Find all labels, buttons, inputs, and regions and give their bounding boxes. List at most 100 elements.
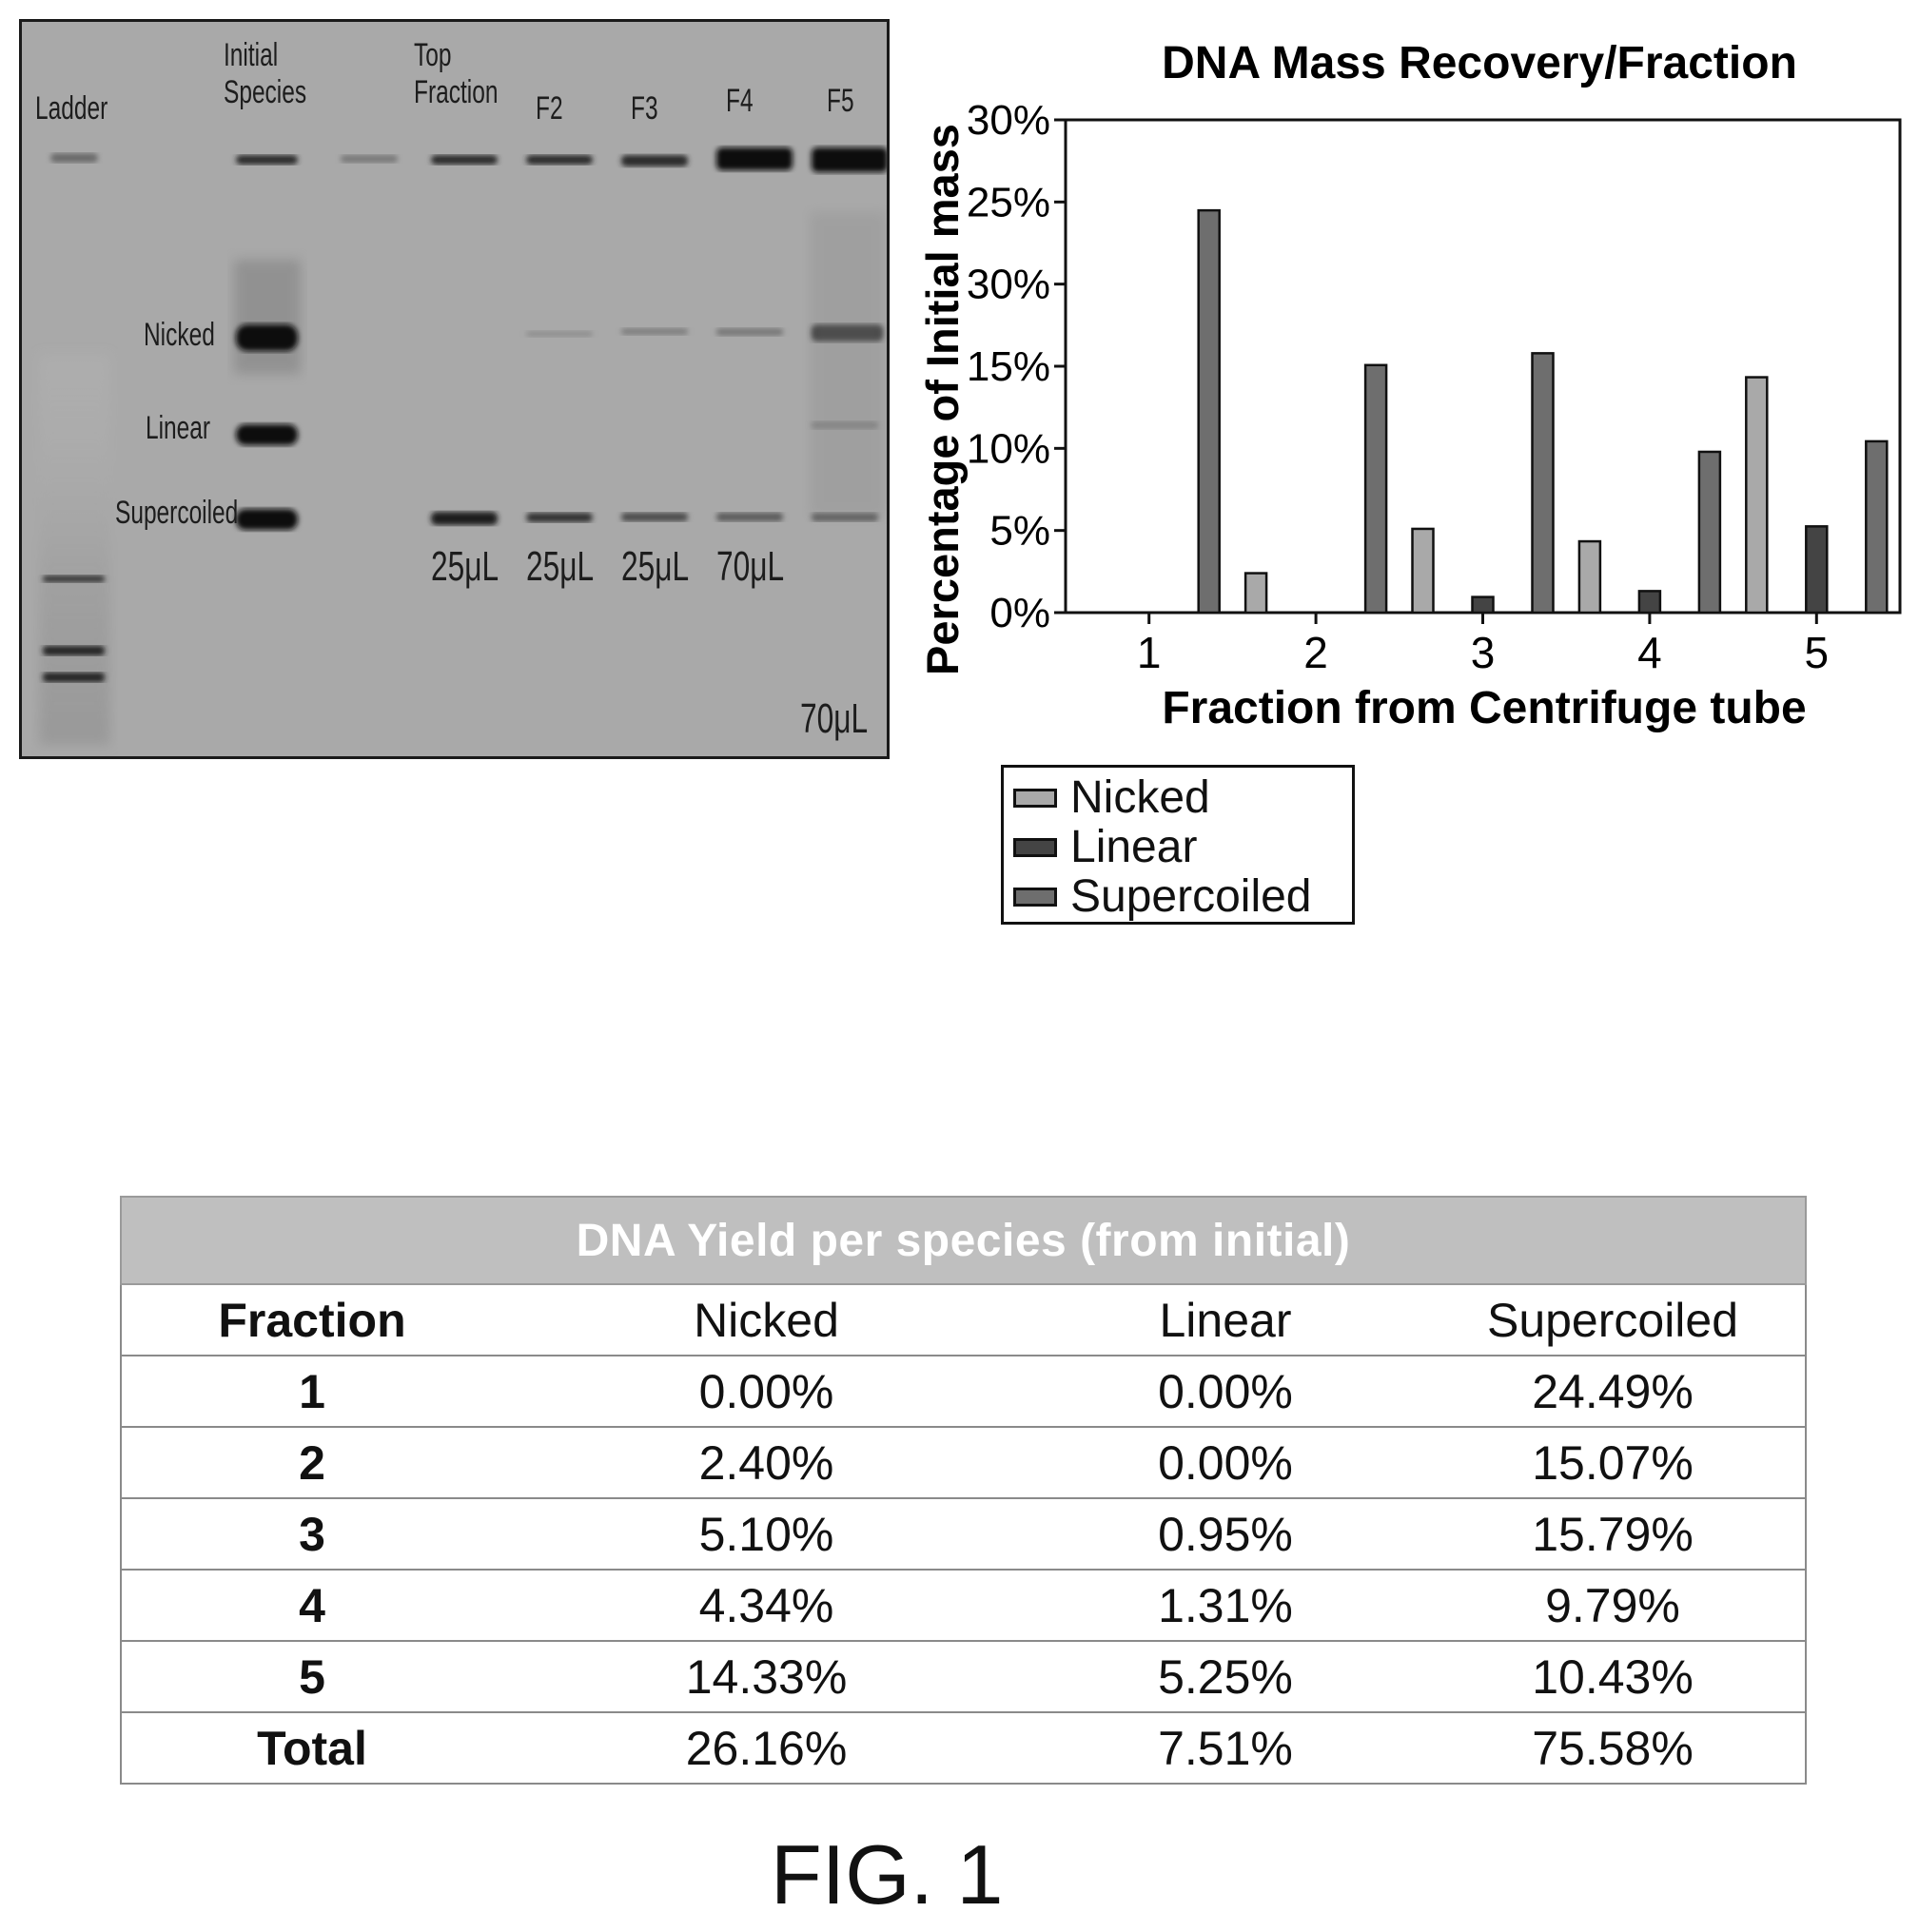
- bar-nicked-fraction-3: [1411, 527, 1435, 615]
- cell-fraction: 2: [120, 1426, 502, 1499]
- cell-nicked: 0.00%: [502, 1355, 1030, 1428]
- gel-bands: [39, 147, 887, 745]
- cell-linear: 1.31%: [1030, 1569, 1420, 1642]
- y-axis-label: Percentage of Initial mass: [917, 124, 968, 675]
- gel-wells: [50, 147, 887, 172]
- x-tick-label: 1: [1137, 628, 1162, 677]
- cell-supercoiled: 75.58%: [1420, 1711, 1807, 1785]
- legend-label-linear: Linear: [1070, 822, 1198, 872]
- header-linear: Linear: [1030, 1283, 1420, 1356]
- table-header-row: Fraction Nicked Linear Supercoiled: [120, 1283, 1807, 1356]
- y-tick-label: 30%: [967, 97, 1050, 144]
- cell-linear: 0.00%: [1030, 1426, 1420, 1499]
- x-tick-label: 5: [1805, 628, 1830, 677]
- x-axis-label: Fraction from Centrifuge tube: [1162, 683, 1806, 733]
- bar-series: [1197, 208, 1889, 615]
- table-row: 2 2.40% 0.00% 15.07%: [120, 1426, 1807, 1499]
- legend-swatch-linear: [1013, 838, 1057, 857]
- bar-linear-fraction-5: [1805, 525, 1829, 615]
- volume-label-f5: 70μL: [800, 695, 869, 742]
- cell-fraction: 5: [120, 1640, 502, 1713]
- table-row: 3 5.10% 0.95% 15.79%: [120, 1497, 1807, 1571]
- header-nicked: Nicked: [502, 1283, 1030, 1356]
- cell-fraction: Total: [120, 1711, 502, 1785]
- y-tick-label: 15%: [967, 343, 1050, 390]
- cell-nicked: 14.33%: [502, 1640, 1030, 1713]
- bar-chart-svg: DNA Mass Recovery/Fraction Percentage of…: [917, 38, 1902, 733]
- legend-label-nicked: Nicked: [1070, 772, 1210, 823]
- y-tick-label: 30%: [967, 262, 1050, 308]
- cell-linear: 7.51%: [1030, 1711, 1420, 1785]
- chart-title: DNA Mass Recovery/Fraction: [1162, 38, 1797, 88]
- figure-label: FIG. 1: [771, 1827, 1004, 1922]
- y-tick-label: 0%: [989, 590, 1050, 636]
- legend-item-supercoiled: Supercoiled: [1013, 872, 1342, 922]
- legend-item-linear: Linear: [1013, 823, 1342, 872]
- lane-label-ladder: Ladder: [35, 90, 108, 127]
- cell-nicked: 2.40%: [502, 1426, 1030, 1499]
- bar-supercoiled-fraction-2: [1363, 363, 1388, 615]
- legend-label-supercoiled: Supercoiled: [1070, 871, 1312, 922]
- x-tick-label: 2: [1303, 628, 1328, 677]
- bar-chart: DNA Mass Recovery/Fraction Percentage of…: [909, 19, 1917, 932]
- lane-label-f4: F4: [726, 83, 754, 119]
- cell-supercoiled: 15.07%: [1420, 1426, 1807, 1499]
- volume-label-f2: 25μL: [526, 543, 595, 590]
- header-supercoiled: Supercoiled: [1420, 1283, 1807, 1356]
- table-title: DNA Yield per species (from initial): [120, 1196, 1807, 1285]
- cell-linear: 5.25%: [1030, 1640, 1420, 1713]
- lane-label-f2: F2: [536, 90, 563, 127]
- cell-fraction: 4: [120, 1569, 502, 1642]
- volume-label-f4: 70μL: [716, 543, 785, 590]
- lane-label-f3: F3: [631, 90, 658, 127]
- volume-label-top-fraction: 25μL: [431, 543, 499, 590]
- y-tick-label: 25%: [967, 179, 1050, 225]
- gel-image: Ladder Initial Species Top Fraction F2 F…: [19, 19, 890, 759]
- bar-nicked-fraction-2: [1243, 572, 1268, 615]
- cell-supercoiled: 15.79%: [1420, 1497, 1807, 1571]
- bar-nicked-fraction-4: [1577, 539, 1602, 615]
- cell-nicked: 26.16%: [502, 1711, 1030, 1785]
- x-tick-label: 3: [1471, 628, 1496, 677]
- bar-supercoiled-fraction-4: [1697, 450, 1722, 615]
- cell-linear: 0.00%: [1030, 1355, 1420, 1428]
- table-row: 1 0.00% 0.00% 24.49%: [120, 1355, 1807, 1428]
- table-row: 5 14.33% 5.25% 10.43%: [120, 1640, 1807, 1713]
- plot-area-frame: [1064, 118, 1902, 615]
- lane-label-top-fraction: Top Fraction: [414, 37, 499, 111]
- bar-linear-fraction-3: [1471, 595, 1495, 615]
- y-axis-ticks: 0% 5% 10% 15% 30% 25% 30%: [967, 97, 1066, 636]
- initial-species-bands: [234, 260, 301, 530]
- table-row: 4 4.34% 1.31% 9.79%: [120, 1569, 1807, 1642]
- dna-yield-table: DNA Yield per species (from initial) Fra…: [120, 1196, 1807, 1785]
- legend-swatch-nicked: [1013, 789, 1057, 808]
- legend-item-nicked: Nicked: [1013, 773, 1342, 823]
- fraction-bands: [431, 212, 886, 525]
- band-label-linear: Linear: [146, 410, 211, 446]
- bar-supercoiled-fraction-3: [1531, 352, 1555, 615]
- cell-supercoiled: 24.49%: [1420, 1355, 1807, 1428]
- lane-label-initial-species: Initial Species: [224, 37, 307, 111]
- cell-linear: 0.95%: [1030, 1497, 1420, 1571]
- bar-supercoiled-fraction-5: [1865, 439, 1889, 615]
- cell-nicked: 4.34%: [502, 1569, 1030, 1642]
- cell-nicked: 5.10%: [502, 1497, 1030, 1571]
- y-tick-label: 10%: [967, 425, 1050, 472]
- bar-nicked-fraction-5: [1745, 376, 1769, 615]
- ladder-lane: [39, 355, 110, 745]
- volume-label-f3: 25μL: [621, 543, 690, 590]
- cell-supercoiled: 9.79%: [1420, 1569, 1807, 1642]
- chart-legend: Nicked Linear Supercoiled: [1001, 765, 1355, 925]
- x-axis-ticks: 1 2 3 4 5: [1137, 613, 1829, 677]
- band-label-supercoiled: Supercoiled: [115, 495, 239, 531]
- x-tick-label: 4: [1637, 628, 1662, 677]
- legend-swatch-supercoiled: [1013, 888, 1057, 907]
- band-label-nicked: Nicked: [144, 317, 215, 353]
- y-tick-label: 5%: [989, 508, 1050, 555]
- cell-supercoiled: 10.43%: [1420, 1640, 1807, 1713]
- cell-fraction: 1: [120, 1355, 502, 1428]
- bar-linear-fraction-4: [1637, 590, 1662, 615]
- lane-label-f5: F5: [827, 83, 854, 119]
- cell-fraction: 3: [120, 1497, 502, 1571]
- bar-supercoiled-fraction-1: [1197, 208, 1221, 615]
